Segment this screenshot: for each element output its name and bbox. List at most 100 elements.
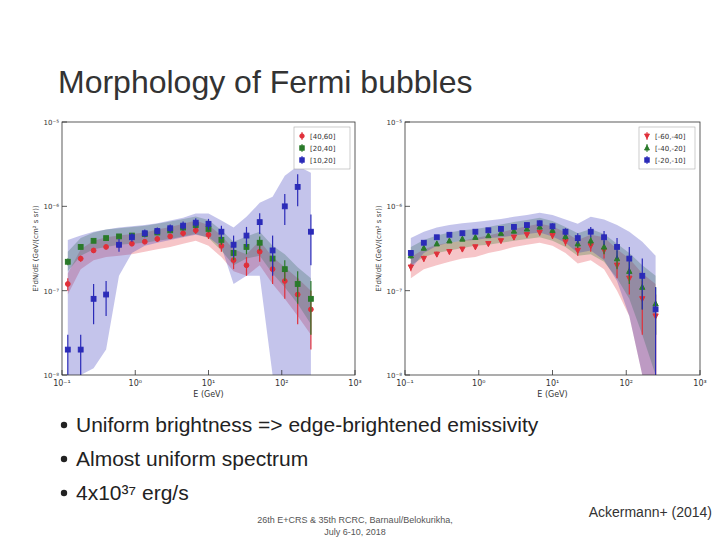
footer: 26th E+CRS & 35th RCRC, Barnaul/Belokuri…: [257, 515, 452, 525]
legend-box: [639, 127, 695, 169]
marker: [65, 282, 70, 287]
marker: [168, 226, 173, 231]
marker: [486, 233, 491, 238]
x-tick-label: 10¹: [202, 379, 215, 388]
error-bar: [67, 335, 68, 375]
marker: [550, 224, 555, 229]
plot-content: [65, 166, 313, 375]
marker: [282, 204, 287, 209]
y-tick-label: 10⁻⁶: [387, 203, 403, 211]
bullet-dot: [61, 422, 67, 428]
marker: [602, 235, 607, 240]
y-tick-label: 10⁻⁸: [387, 372, 403, 380]
marker: [117, 242, 122, 247]
marker: [640, 273, 645, 278]
marker: [408, 265, 413, 270]
marker: [142, 231, 147, 236]
y-tick-label: 10⁻⁶: [44, 203, 60, 211]
marker: [231, 242, 236, 247]
x-tick: [552, 370, 553, 375]
bullet-dot: [61, 490, 67, 496]
y-tick: [62, 122, 67, 123]
marker: [295, 282, 300, 287]
x-tick: [355, 370, 356, 375]
legend-marker: [300, 158, 304, 162]
chart: 10⁻¹10⁰10¹10²10³10⁻⁸10⁻⁷10⁻⁶10⁻⁵E (GeV)E…: [32, 119, 362, 399]
y-tick: [405, 290, 410, 291]
plot-area: [62, 122, 355, 375]
marker: [65, 347, 70, 352]
marker: [615, 245, 620, 250]
x-tick-label: 10⁰: [472, 379, 485, 388]
marker: [257, 240, 262, 245]
marker: [181, 223, 186, 228]
x-tick: [626, 370, 627, 375]
marker: [78, 245, 83, 250]
x-tick-label: 10⁻¹: [396, 379, 414, 388]
marker: [78, 256, 83, 261]
marker: [270, 248, 275, 253]
error-bar: [310, 281, 311, 335]
marker: [434, 241, 439, 246]
marker: [563, 229, 568, 234]
marker: [473, 229, 478, 234]
credit: Ackermann+ (2014): [589, 504, 712, 520]
marker: [434, 252, 439, 257]
y-axis-label: E²dN/dE (GeV/(cm² s sr)): [32, 205, 40, 292]
marker: [498, 239, 503, 244]
x-tick: [208, 370, 209, 375]
marker: [104, 236, 109, 241]
marker: [104, 245, 109, 250]
marker: [244, 263, 249, 268]
marker: [588, 229, 593, 234]
marker: [486, 242, 491, 247]
marker: [308, 296, 313, 301]
marker: [104, 292, 109, 297]
marker: [537, 221, 542, 226]
error-bar: [297, 271, 298, 303]
x-tick-label: 10³: [348, 379, 361, 388]
y-tick-label: 10⁻⁷: [44, 288, 60, 296]
marker: [282, 267, 287, 272]
marker: [91, 248, 96, 253]
marker: [155, 229, 160, 234]
marker: [168, 234, 173, 239]
background: [0, 0, 720, 540]
marker: [563, 240, 568, 245]
marker: [142, 239, 147, 244]
marker: [91, 238, 96, 243]
y-tick: [405, 122, 410, 123]
marker: [588, 238, 593, 243]
plot-frame: [405, 122, 700, 375]
marker: [65, 259, 70, 264]
plot-area: [405, 122, 700, 375]
marker: [575, 248, 580, 253]
x-tick-label: 10³: [693, 379, 706, 388]
marker: [308, 229, 313, 234]
y-tick-label: 10⁻⁸: [44, 372, 60, 380]
error-bar: [93, 284, 94, 324]
error-bar: [80, 335, 81, 375]
marker: [460, 236, 465, 241]
x-tick: [62, 370, 63, 375]
marker: [447, 238, 452, 243]
marker: [421, 256, 426, 261]
y-tick: [62, 290, 67, 291]
marker: [447, 250, 452, 255]
legend-label: [40,60]: [310, 133, 336, 141]
marker: [421, 245, 426, 250]
legend-marker: [645, 158, 649, 162]
legend-label: [20,40]: [310, 145, 336, 153]
error-bar: [655, 287, 656, 375]
marker: [206, 221, 211, 226]
legend-label: [10,20]: [310, 157, 336, 165]
x-tick-label: 10⁻¹: [53, 379, 71, 388]
marker: [129, 235, 134, 240]
marker: [447, 232, 452, 237]
bullet-text: Uniform brightness => edge-brightened em…: [76, 413, 539, 436]
marker: [434, 235, 439, 240]
marker: [525, 223, 530, 228]
marker: [295, 184, 300, 189]
y-tick: [405, 375, 410, 376]
plot-content: [408, 213, 658, 375]
